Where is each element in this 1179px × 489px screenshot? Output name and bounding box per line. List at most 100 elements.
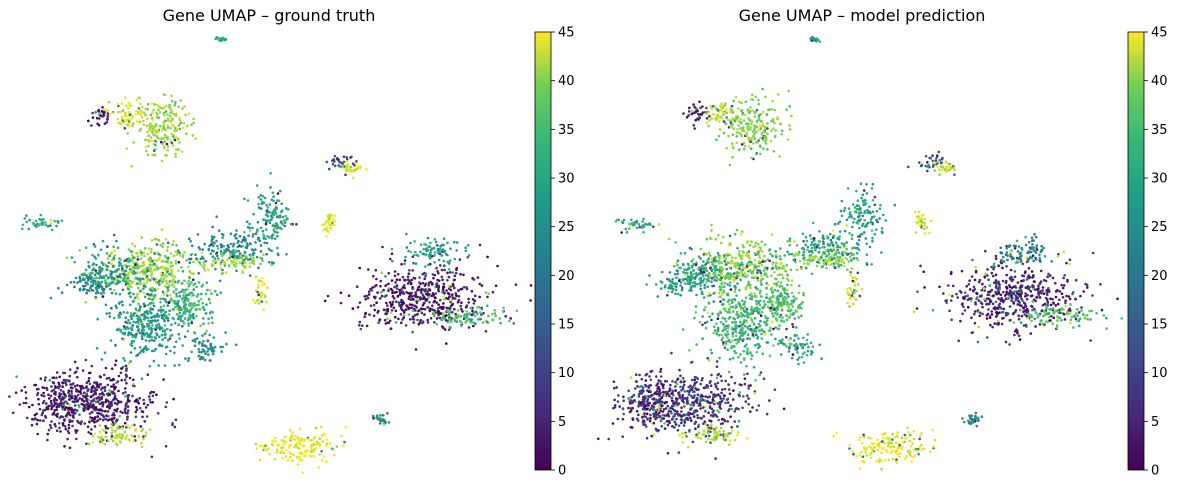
scatter-point (132, 261, 136, 265)
scatter-point (692, 103, 695, 106)
scatter-point (198, 261, 201, 264)
scatter-point (317, 466, 321, 469)
scatter-point (136, 399, 140, 403)
scatter-point (192, 117, 195, 121)
scatter-point (421, 252, 425, 256)
scatter-point (815, 264, 819, 268)
scatter-point (857, 248, 861, 252)
scatter-point (112, 233, 116, 237)
scatter-point (324, 227, 327, 231)
scatter-point (871, 210, 875, 213)
scatter-point (466, 243, 470, 247)
scatter-point (738, 274, 741, 277)
scatter-point (100, 396, 103, 399)
scatter-point (708, 114, 711, 118)
scatter-point (165, 279, 168, 283)
scatter-point (101, 295, 105, 298)
scatter-point (53, 422, 57, 426)
scatter-point (98, 269, 101, 272)
scatter-point (95, 420, 98, 423)
scatter-point (429, 251, 432, 255)
scatter-point (174, 280, 177, 284)
scatter-point (445, 308, 449, 312)
scatter-point (256, 220, 260, 224)
scatter-point (128, 259, 132, 262)
scatter-point (280, 220, 283, 223)
scatter-point (241, 238, 245, 242)
scatter-point (700, 264, 704, 268)
scatter-point (90, 288, 94, 292)
scatter-point (252, 256, 255, 260)
scatter-point (271, 224, 275, 227)
scatter-point (858, 226, 861, 230)
scatter-point (848, 295, 852, 298)
scatter-point (111, 413, 114, 417)
scatter-point (409, 281, 413, 285)
scatter-point (251, 248, 255, 252)
scatter-point (865, 192, 869, 195)
scatter-point (219, 262, 222, 266)
scatter-point (204, 292, 208, 296)
scatter-point (411, 315, 415, 319)
scatter-point (80, 420, 83, 423)
scatter-point (111, 264, 115, 268)
scatter-point (94, 388, 98, 392)
scatter-point (470, 320, 473, 324)
scatter-point (86, 389, 89, 393)
scatter-point (852, 295, 855, 299)
scatter-point (730, 142, 734, 145)
scatter-point (429, 317, 433, 320)
scatter-point (93, 273, 97, 277)
scatter-point (681, 278, 685, 281)
scatter-point (640, 226, 644, 229)
scatter-point (730, 274, 734, 278)
scatter-point (91, 434, 95, 438)
scatter-point (166, 241, 170, 245)
scatter-point (18, 403, 22, 406)
scatter-point (761, 122, 765, 126)
scatter-point (292, 438, 295, 441)
scatter-point (222, 244, 225, 248)
scatter-point (197, 342, 201, 345)
scatter-point (248, 261, 252, 265)
scatter-point (259, 250, 263, 253)
scatter-point (60, 219, 64, 222)
scatter-point (803, 262, 806, 265)
scatter-point (231, 250, 234, 253)
scatter-point (743, 272, 747, 275)
scatter-point (65, 256, 69, 259)
scatter-point (761, 87, 764, 91)
scatter-point (675, 261, 678, 265)
scatter-point (766, 132, 769, 136)
scatter-point (178, 141, 181, 144)
scatter-point (148, 309, 152, 313)
scatter-point (78, 249, 82, 252)
scatter-point (941, 165, 944, 169)
scatter-point (705, 269, 709, 273)
scatter-point (175, 295, 178, 298)
scatter-point (35, 225, 38, 228)
scatter-point (151, 315, 154, 319)
scatter-point (754, 130, 758, 134)
scatter-point (644, 223, 648, 226)
scatter-point (125, 382, 128, 385)
scatter-point (935, 165, 939, 168)
scatter-point (254, 301, 257, 305)
scatter-point (146, 303, 150, 307)
scatter-point (178, 291, 181, 294)
scatter-point (119, 371, 123, 375)
scatter-point (805, 239, 809, 243)
scatter-point (875, 209, 879, 213)
scatter-point (396, 272, 400, 276)
scatter-point (785, 264, 788, 267)
scatter-point (848, 286, 852, 290)
scatter-point (320, 450, 323, 453)
scatter-point (280, 210, 283, 214)
scatter-point (165, 345, 169, 349)
scatter-point (231, 255, 234, 259)
scatter-point (252, 262, 256, 266)
scatter-point (422, 288, 425, 292)
scatter-point (132, 378, 135, 382)
scatter-point (119, 330, 123, 333)
scatter-point (400, 288, 403, 291)
